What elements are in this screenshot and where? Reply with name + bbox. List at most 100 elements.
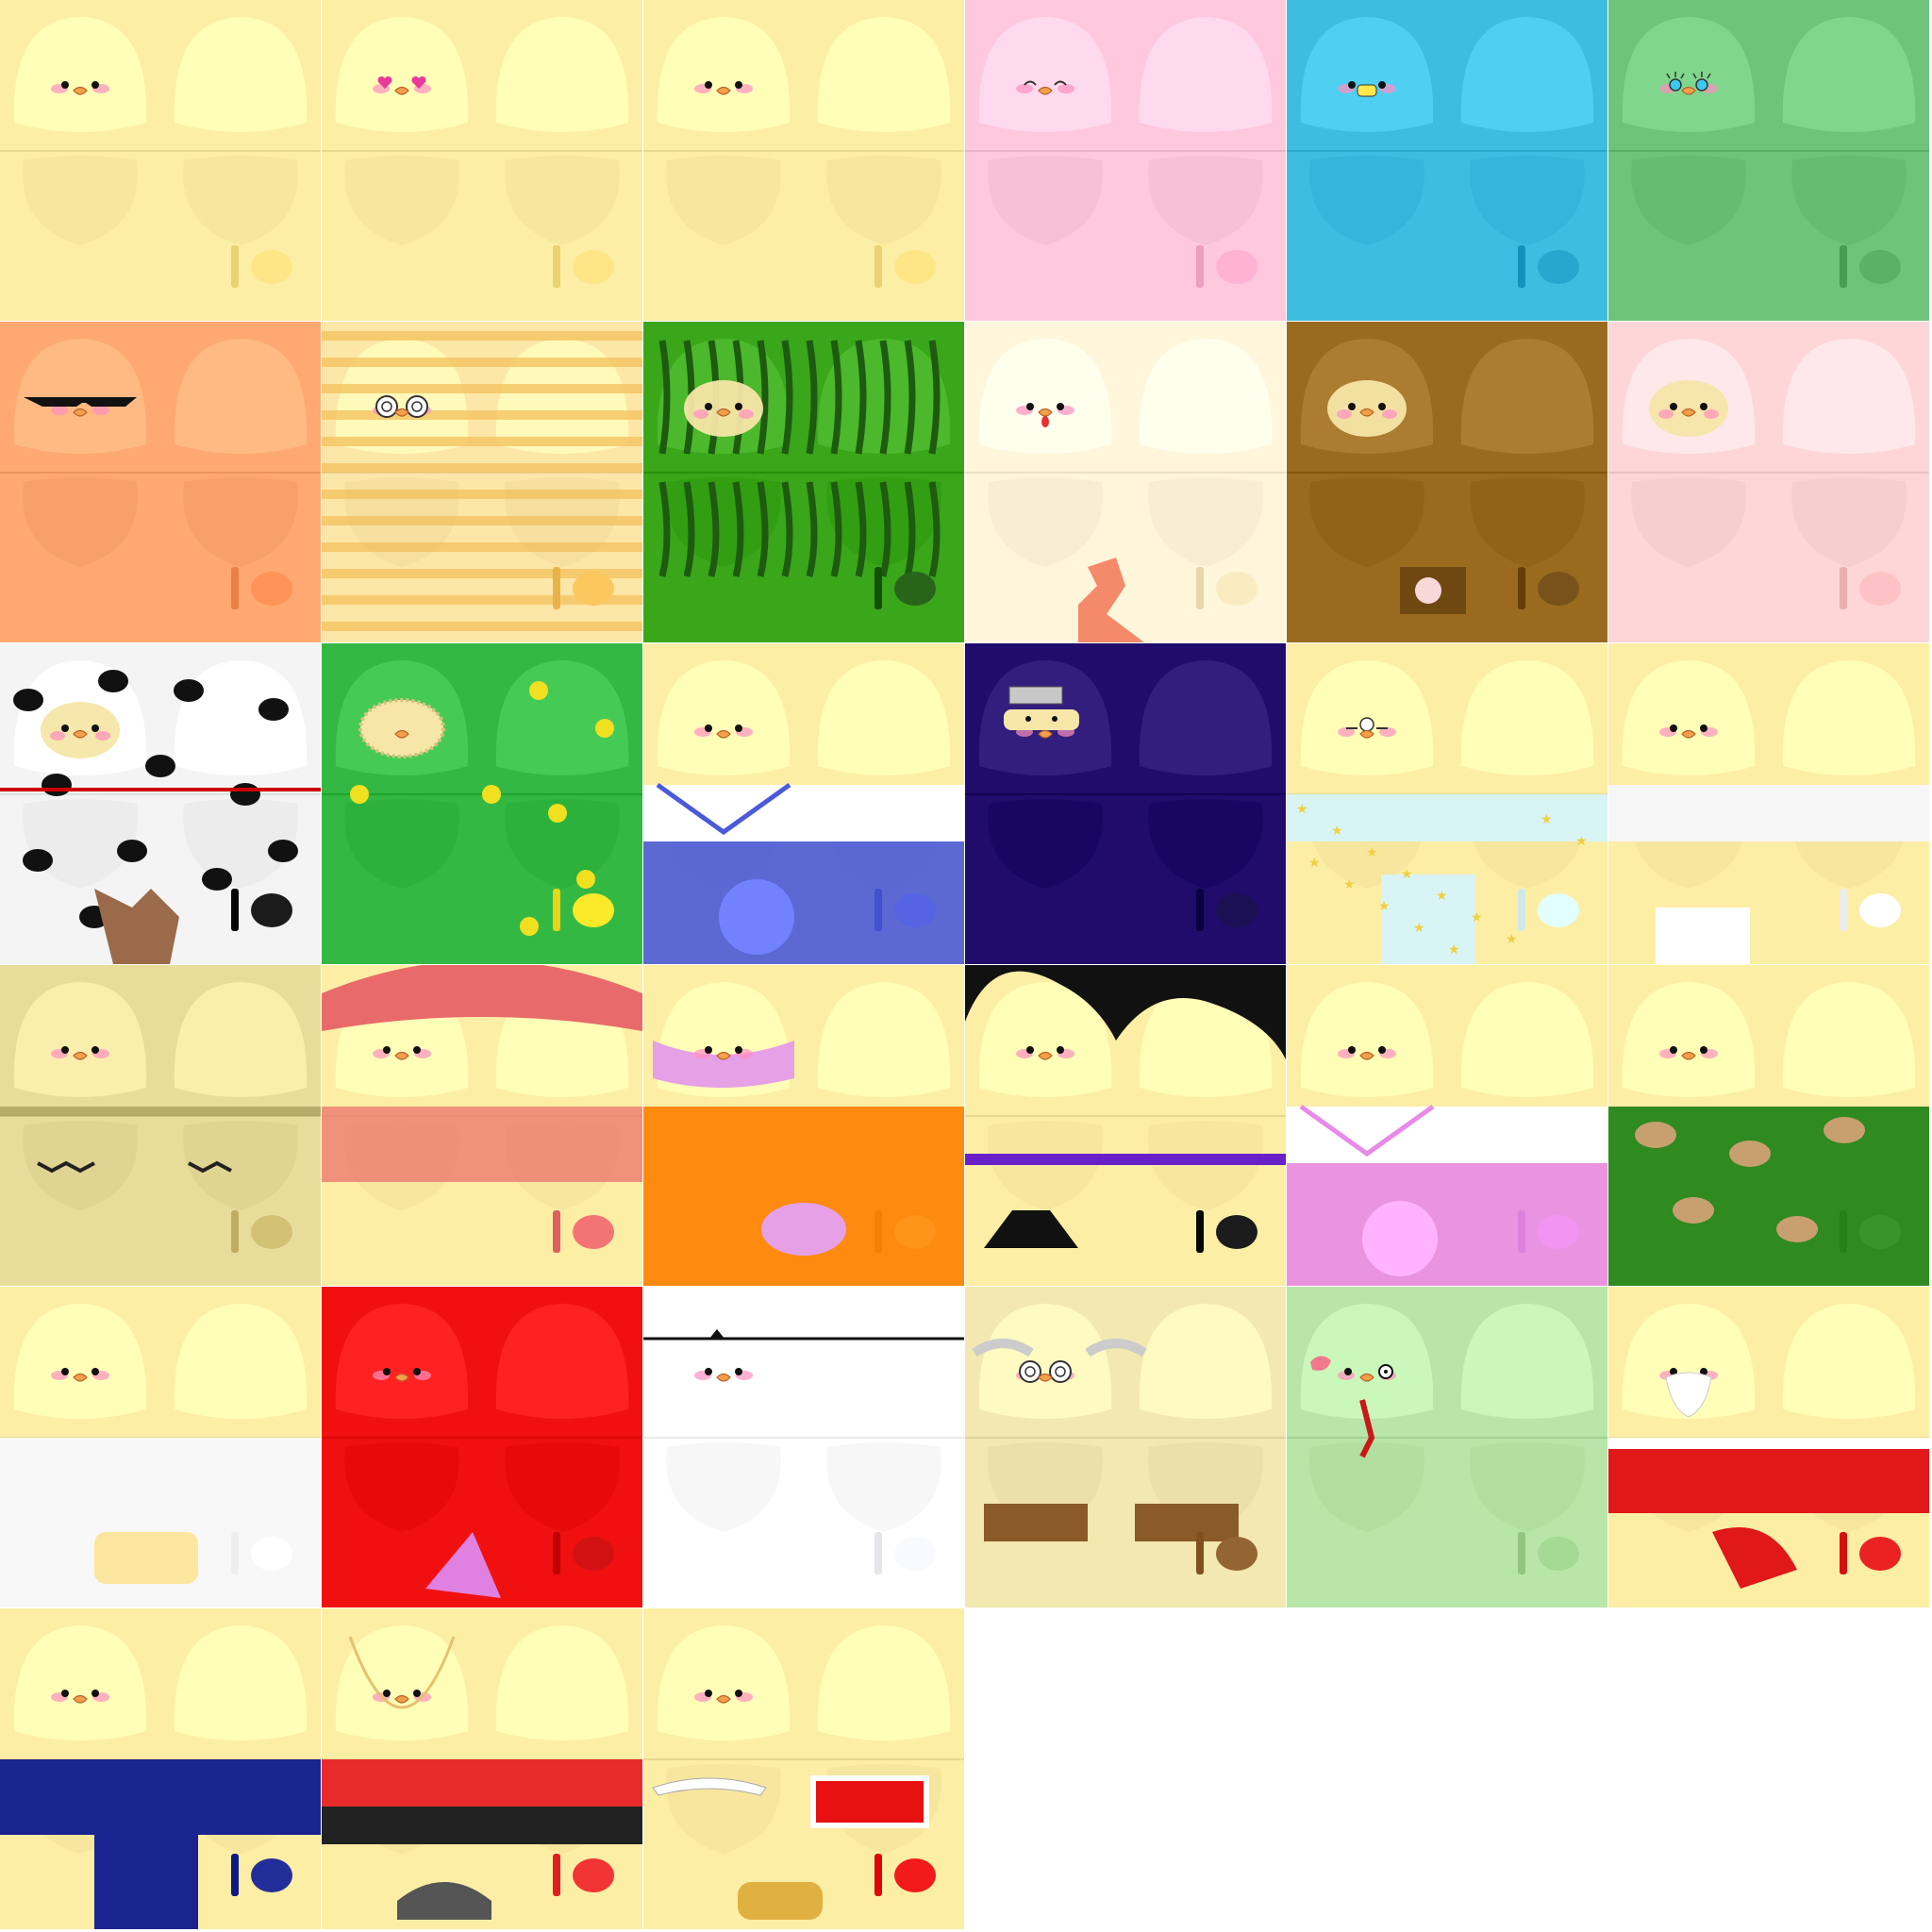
stripe	[322, 542, 642, 552]
belly-shell	[826, 1442, 941, 1532]
foot-part	[251, 1537, 292, 1571]
tile-art	[643, 322, 964, 642]
spot	[174, 679, 204, 702]
leg-part	[553, 1532, 560, 1574]
foot-part	[1216, 1215, 1257, 1249]
svg-text:★: ★	[1541, 812, 1553, 827]
svg-text:★: ★	[1436, 889, 1448, 904]
face	[373, 395, 431, 418]
tile-art	[322, 0, 642, 321]
camo-blotch	[1635, 1122, 1676, 1148]
tile-art	[322, 322, 642, 642]
beak	[716, 1373, 731, 1382]
leg-part	[874, 889, 882, 931]
texture-tile	[965, 0, 1286, 321]
face	[694, 1368, 753, 1380]
stripe	[322, 622, 642, 631]
belly-shell	[666, 1442, 781, 1532]
spot	[42, 774, 72, 796]
head-shell	[335, 1304, 469, 1419]
tile-art	[1287, 0, 1607, 321]
stripe	[322, 358, 642, 367]
face	[1659, 1046, 1718, 1058]
head-shell	[13, 1304, 147, 1419]
head-shell	[1782, 982, 1916, 1097]
beak	[394, 729, 409, 739]
beak	[394, 408, 409, 417]
foot-part	[1216, 572, 1257, 606]
sailor-patch	[719, 879, 794, 955]
leg-part	[553, 1854, 560, 1896]
head-shell	[1460, 982, 1594, 1097]
face	[51, 1690, 109, 1702]
beak	[73, 729, 88, 739]
spot	[230, 783, 260, 806]
melon-stripe	[879, 340, 891, 577]
face	[694, 1046, 753, 1058]
foot-part	[1859, 250, 1901, 284]
foot-part	[573, 1537, 614, 1571]
dot	[529, 681, 548, 700]
stripe	[322, 490, 642, 499]
head-shell	[978, 17, 1112, 132]
foot-part	[894, 893, 936, 927]
belly-shell	[505, 156, 620, 245]
belly-shell	[1631, 156, 1746, 245]
head-shell	[13, 339, 147, 454]
melon-stripe	[855, 340, 867, 577]
camo-blotch	[1673, 1197, 1714, 1224]
belly-shell	[1148, 799, 1263, 889]
leg-part	[1196, 245, 1204, 288]
melon-stripe	[928, 340, 941, 577]
tile-art	[1608, 965, 1929, 1286]
face	[24, 397, 137, 415]
head-shell	[978, 1304, 1112, 1419]
leg-part	[1518, 245, 1525, 288]
texture-tile	[965, 965, 1286, 1286]
face	[1016, 1360, 1074, 1383]
tile-art	[643, 0, 964, 321]
head-shell	[495, 339, 629, 454]
head-shell	[657, 660, 791, 775]
foot-part	[251, 572, 292, 606]
foot-part	[1859, 1537, 1901, 1571]
camo-blotch	[1824, 1117, 1865, 1143]
tile-art	[322, 643, 642, 964]
texture-tile	[965, 643, 1286, 964]
texture-tile	[643, 643, 964, 964]
spot	[202, 868, 232, 891]
leg-part	[1840, 567, 1847, 609]
leg-part	[874, 1532, 882, 1574]
foot-part	[1859, 572, 1901, 606]
head-shell	[495, 660, 629, 775]
beak	[1359, 408, 1374, 417]
camo-blotch	[1729, 1141, 1771, 1167]
head-shell	[13, 1625, 147, 1740]
belly-shell	[183, 477, 298, 567]
head-shell	[1782, 1304, 1916, 1419]
head-shell	[817, 1625, 951, 1740]
beak	[73, 86, 88, 95]
belly-shell	[1791, 477, 1907, 567]
leg-part	[553, 889, 560, 931]
melon-stripe	[658, 340, 671, 577]
leg-part	[231, 567, 239, 609]
leg-part	[553, 245, 560, 288]
leg-part	[1196, 889, 1204, 931]
spot	[117, 840, 147, 862]
foot-part	[1538, 1215, 1579, 1249]
head-shell	[1139, 1304, 1273, 1419]
svg-text:★: ★	[1506, 932, 1518, 947]
foot-part	[1859, 893, 1901, 927]
beak	[716, 408, 731, 417]
face	[1004, 686, 1079, 737]
head-shell	[657, 1625, 791, 1740]
stripe	[322, 384, 642, 393]
beak	[716, 1694, 731, 1704]
tile-art	[322, 1608, 642, 1929]
face	[694, 1690, 753, 1702]
svg-text:★: ★	[1378, 899, 1391, 914]
tile-art	[643, 1608, 964, 1929]
head-shell	[13, 17, 147, 132]
svg-text:★: ★	[1471, 910, 1483, 925]
